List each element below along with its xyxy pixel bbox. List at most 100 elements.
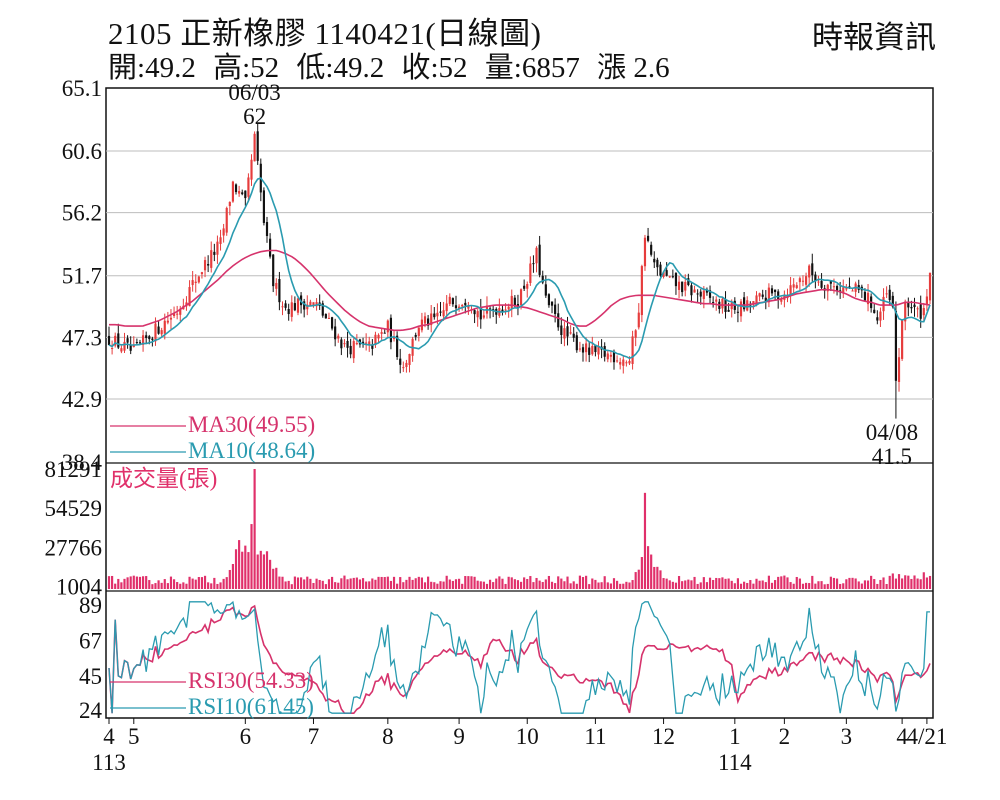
candle-body xyxy=(817,281,820,283)
candle-body xyxy=(804,276,808,285)
candle-body xyxy=(392,336,396,340)
candle-body xyxy=(436,312,439,317)
candle-body xyxy=(535,247,538,264)
candle-body xyxy=(891,295,894,307)
candle-body xyxy=(203,260,207,271)
candle-body xyxy=(309,301,312,306)
candle-body xyxy=(829,280,832,284)
volume-bar xyxy=(157,580,160,589)
volume-bar xyxy=(854,578,857,589)
volume-bar xyxy=(547,575,551,589)
volume-bar xyxy=(368,581,371,589)
candle-body xyxy=(172,313,176,316)
volume-bar xyxy=(501,578,504,589)
volume-bar xyxy=(470,576,473,589)
volume-bar xyxy=(405,579,408,589)
volume-bar xyxy=(724,578,727,589)
volume-bar xyxy=(687,579,690,589)
volume-bar xyxy=(770,582,774,589)
volume-bar xyxy=(650,554,653,589)
volume-bar xyxy=(238,540,241,589)
volume-bar xyxy=(166,583,169,589)
candle-body xyxy=(461,304,464,307)
volume-bar xyxy=(194,579,197,589)
volume-bar xyxy=(656,566,659,589)
candle-body xyxy=(910,307,913,309)
volume-bar xyxy=(526,578,529,589)
volume-bar xyxy=(188,576,191,589)
volume-bar xyxy=(414,578,417,589)
volume-bar xyxy=(544,579,547,589)
volume-bar xyxy=(197,577,200,589)
volume-bar xyxy=(612,578,616,589)
candle-body xyxy=(334,326,337,340)
volume-bar xyxy=(117,578,120,589)
x-tick-label: 1 xyxy=(729,724,741,749)
rsi-tick-label: 45 xyxy=(79,664,102,689)
volume-bar xyxy=(151,584,154,589)
candle-body xyxy=(250,159,253,180)
volume-bar xyxy=(916,578,919,589)
volume-bar xyxy=(228,569,231,589)
candle-body xyxy=(702,290,705,299)
volume-bar xyxy=(733,583,736,589)
candle-body xyxy=(234,184,238,193)
candle-body xyxy=(572,333,575,338)
candle-body xyxy=(448,296,451,304)
candle-body xyxy=(591,345,594,355)
rsi-tick-label: 24 xyxy=(79,698,103,723)
volume-bar xyxy=(250,524,253,589)
volume-bar xyxy=(330,576,334,589)
volume-bar xyxy=(795,576,798,589)
volume-bar xyxy=(120,582,123,589)
candle-body xyxy=(368,341,371,346)
candle-body xyxy=(619,361,622,365)
volume-bar xyxy=(897,574,901,589)
volume-bar xyxy=(823,584,826,589)
volume-bar xyxy=(482,581,485,589)
volume-bar xyxy=(163,579,166,589)
candle-body xyxy=(774,289,777,293)
volume-bar xyxy=(637,569,640,589)
candle-body xyxy=(665,270,668,276)
candle-body xyxy=(684,281,687,291)
volume-bar xyxy=(606,582,609,589)
candle-body xyxy=(863,291,867,301)
volume-bar xyxy=(870,575,873,589)
volume-bar xyxy=(132,575,135,589)
volume-bar xyxy=(135,576,138,589)
candle-body xyxy=(814,274,817,282)
volume-bar xyxy=(721,577,724,589)
annotation-value: 41.5 xyxy=(872,444,912,469)
volume-bar xyxy=(814,583,817,589)
volume-bar xyxy=(749,580,752,589)
x-tick-label: 3 xyxy=(841,724,853,749)
candle-body xyxy=(275,282,278,289)
x-tick-label: 7 xyxy=(308,724,320,749)
volume-bar xyxy=(739,583,743,589)
volume-bar xyxy=(879,579,882,589)
volume-bar xyxy=(107,576,111,589)
volume-bar xyxy=(439,581,442,589)
volume-bar xyxy=(634,572,637,589)
candle-body xyxy=(792,284,795,288)
volume-bar xyxy=(631,580,634,589)
candle-body xyxy=(894,310,898,381)
chart-title: 2105 正新橡膠 1140421(日線圖) xyxy=(108,8,542,53)
volume-bar xyxy=(287,580,290,589)
candle-body xyxy=(832,286,836,288)
chart-frames xyxy=(105,87,934,719)
volume-bar xyxy=(826,583,829,589)
candle-body xyxy=(321,303,324,316)
volume-bar xyxy=(129,576,132,589)
volume-bar xyxy=(383,577,386,589)
candle-body xyxy=(848,286,851,288)
volume-bar xyxy=(554,583,557,589)
candle-body xyxy=(708,290,712,298)
candle-body xyxy=(296,298,300,313)
candle-body xyxy=(699,291,702,297)
candle-body xyxy=(365,342,368,344)
volume-bar xyxy=(922,572,925,589)
candle-body xyxy=(306,304,309,310)
